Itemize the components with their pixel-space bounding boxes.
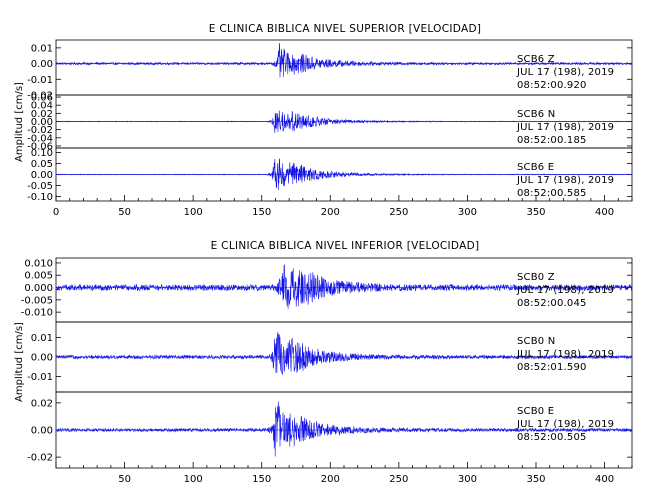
y-tick-label: 0.00 <box>31 353 53 364</box>
trace-panel-0-2: 0.100.050.00-0.05-0.10 SCB6 E JUL 17 (198)… <box>27 147 633 203</box>
y-tick-label: -0.01 <box>27 75 53 86</box>
y-tick-label: -0.01 <box>27 372 53 383</box>
y-tick-label: 0.000 <box>24 283 53 294</box>
x-tick-label: 250 <box>389 207 408 218</box>
station-label: SCB6 Z <box>517 54 555 65</box>
y-tick-label: 0.005 <box>24 271 53 282</box>
x-tick-label: 300 <box>458 474 477 485</box>
y-tick-label: 0.00 <box>31 170 53 181</box>
date-label: JUL 17 (198), 2019 <box>516 349 614 360</box>
x-tick-label: 150 <box>252 207 271 218</box>
x-axis-ticks-inferior: 50 100 150 200 250 300 350 400 <box>55 462 633 485</box>
x-tick-label: 100 <box>184 207 203 218</box>
x-tick-label: 150 <box>252 474 271 485</box>
y-tick-label: -0.04 <box>27 133 53 144</box>
time-label: 08:52:00.185 <box>517 135 587 146</box>
seismic-trace-line <box>55 263 633 309</box>
seismic-trace-line <box>55 332 633 375</box>
time-label: 08:52:00.045 <box>517 298 587 309</box>
date-label: JUL 17 (198), 2019 <box>516 419 614 430</box>
y-axis-label-superior: Amplitud [cm/s] <box>14 82 25 162</box>
y-tick-label: 0.04 <box>31 101 53 112</box>
date-label: JUL 17 (198), 2019 <box>516 122 614 133</box>
y-tick-label: 0.05 <box>31 159 53 170</box>
panel-group-superior: E CLINICA BIBLICA NIVEL SUPERIOR [VELOCI… <box>14 23 633 218</box>
x-tick-label: 250 <box>389 474 408 485</box>
y-tick-label: -0.10 <box>27 192 53 203</box>
x-axis-ticks-superior: 0 50 100 150 200 250 300 350 400 <box>53 195 633 218</box>
time-label: 08:52:00.585 <box>517 188 587 199</box>
y-tick-label: 0.00 <box>31 117 53 128</box>
time-label: 08:52:00.505 <box>517 432 587 443</box>
y-tick-label: 0.00 <box>31 426 53 437</box>
x-tick-label: 200 <box>321 207 340 218</box>
x-tick-label: 100 <box>184 474 203 485</box>
x-tick-label: 50 <box>118 207 131 218</box>
y-tick-label: 0.02 <box>31 109 53 120</box>
y-tick-label: 0.00 <box>31 59 53 70</box>
x-tick-label: 0 <box>53 207 59 218</box>
x-tick-label: 300 <box>458 207 477 218</box>
x-tick-label: 350 <box>526 474 545 485</box>
date-label: JUL 17 (198), 2019 <box>516 285 614 296</box>
y-tick-label: 0.02 <box>31 398 53 409</box>
x-tick-label: 400 <box>595 207 614 218</box>
y-tick-label: 0.06 <box>31 93 53 104</box>
y-tick-label: 0.010 <box>24 258 53 269</box>
chart-title-inferior: E CLINICA BIBLICA NIVEL INFERIOR [VELOCI… <box>211 240 480 252</box>
y-tick-label: -0.005 <box>21 295 53 306</box>
y-tick-label: 0.01 <box>31 43 53 54</box>
y-tick-label: -0.010 <box>21 308 53 319</box>
station-label: SCB0 N <box>517 336 555 347</box>
x-tick-label: 50 <box>118 474 131 485</box>
y-tick-label: -0.06 <box>27 141 53 152</box>
trace-panels-superior: 0.01 0.00 -0.01 -0.02 SCB6 Z JUL 17 (198), 20… <box>27 39 633 203</box>
date-label: JUL 17 (198), 2019 <box>516 175 614 186</box>
y-axis-label-inferior: Amplitud [cm/s] <box>14 322 25 402</box>
y-tick-label: -0.02 <box>27 453 53 464</box>
y-tick-label: -0.02 <box>27 91 53 102</box>
time-label: 08:52:01.590 <box>517 362 587 373</box>
time-label: 08:52:00.920 <box>517 80 587 91</box>
x-tick-label: 200 <box>321 474 340 485</box>
y-tick-label: -0.02 <box>27 125 53 136</box>
y-tick-label: -0.05 <box>27 181 53 192</box>
date-label: JUL 17 (198), 2019 <box>516 67 614 78</box>
trace-panel-1-1: 0.01 0.00 -0.01 SCB0 N JUL 17 (198), 2019 08:… <box>27 321 633 393</box>
x-tick-label: 400 <box>595 474 614 485</box>
station-label: SCB0 E <box>517 406 554 417</box>
x-tick-label: 350 <box>526 207 545 218</box>
station-label: SCB6 E <box>517 162 554 173</box>
station-label: SCB6 N <box>517 109 555 120</box>
y-tick-label: 0.01 <box>31 333 53 344</box>
y-tick-label: 0.10 <box>31 148 53 159</box>
chart-title-superior: E CLINICA BIBLICA NIVEL SUPERIOR [VELOCI… <box>209 23 481 35</box>
panel-group-inferior: E CLINICA BIBLICA NIVEL INFERIOR [VELOCI… <box>14 240 633 485</box>
station-label: SCB0 Z <box>517 272 555 283</box>
